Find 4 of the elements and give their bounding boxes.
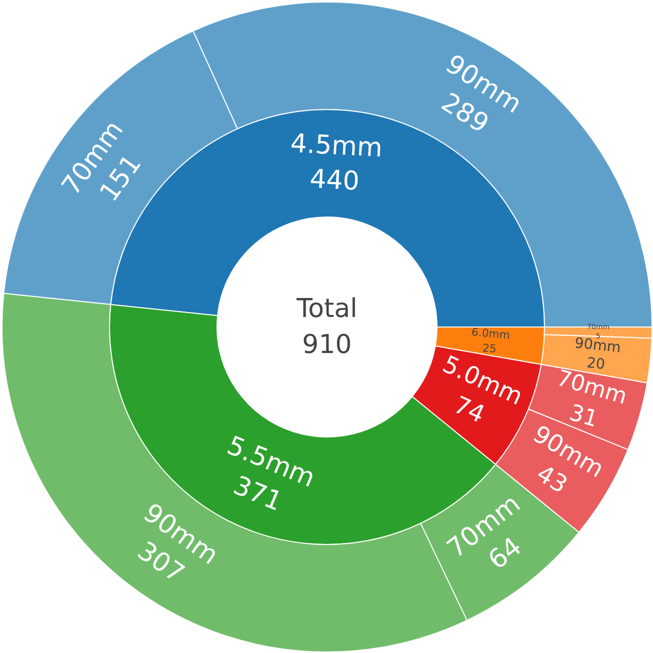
data-label: 6.0mm 25 <box>471 326 510 356</box>
data-label: 4.5mm 440 <box>290 128 384 197</box>
text: Total <box>296 294 358 324</box>
text: 910 <box>302 330 352 360</box>
